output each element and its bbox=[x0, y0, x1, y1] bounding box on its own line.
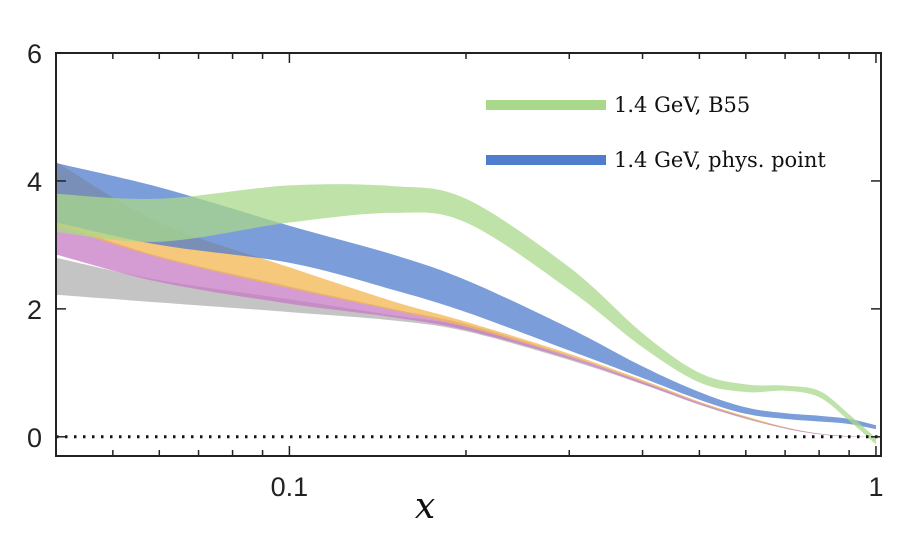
x-tick-label: 0.1 bbox=[271, 472, 309, 502]
y-tick-label: 0 bbox=[27, 423, 42, 453]
band-series-4 bbox=[56, 163, 876, 430]
x-tick-label: 1 bbox=[868, 472, 883, 502]
legend-label: 1.4 GeV, phys. point bbox=[614, 148, 826, 172]
bands-layer bbox=[56, 161, 876, 445]
y-tick-label: 6 bbox=[27, 39, 42, 69]
legend: 1.4 GeV, B55 1.4 GeV, phys. point bbox=[486, 93, 826, 172]
x-axis-title: x bbox=[415, 486, 435, 527]
band-series-5 bbox=[56, 184, 876, 445]
y-tick-label: 4 bbox=[27, 167, 42, 197]
y-tick-label: 2 bbox=[27, 295, 42, 325]
plot-frame bbox=[55, 52, 882, 457]
band-series-1 bbox=[56, 257, 876, 437]
legend-label: 1.4 GeV, B55 bbox=[614, 93, 750, 117]
tick-labels: 0 2 4 6 0.1 1 bbox=[27, 39, 884, 502]
axis-ticks bbox=[55, 52, 881, 456]
band-series-2 bbox=[56, 222, 876, 437]
